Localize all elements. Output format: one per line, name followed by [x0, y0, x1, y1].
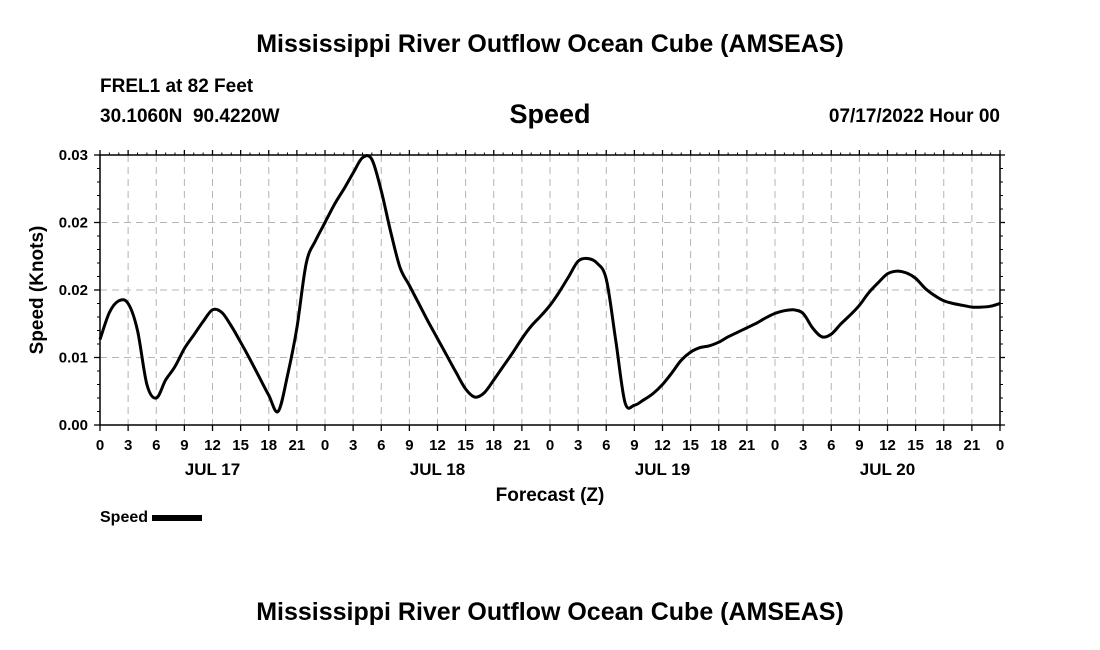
x-tick-label: 21	[739, 437, 756, 454]
date-label: JUL 19	[635, 460, 690, 479]
x-tick-label: 15	[232, 437, 249, 454]
x-tick-label: 6	[602, 437, 610, 454]
legend-label: Speed	[100, 509, 149, 526]
chart-title: Mississippi River Outflow Ocean Cube (AM…	[256, 30, 844, 58]
series-line-speed	[98, 154, 1001, 414]
x-tick-label: 9	[405, 437, 413, 454]
x-tick-label: 18	[485, 437, 502, 454]
legend: Speed	[100, 509, 203, 527]
x-tick-label: 9	[180, 437, 188, 454]
x-tick-label: 12	[204, 437, 221, 454]
plot-frame	[99, 154, 1001, 426]
x-tick-label: 12	[879, 437, 896, 454]
x-tick-label: 3	[574, 437, 582, 454]
y-tick-label: 0.03	[59, 147, 88, 164]
date-label: JUL 18	[410, 460, 465, 479]
x-tick-label: 15	[907, 437, 924, 454]
y-tick-label: 0.02	[59, 282, 88, 299]
axis-ticks: 0 3 6 9 12 15 18 21 0 3 6 9 12 15 18 21 0 3 6 9 12 15 18 21 0 3 6 9…	[59, 147, 1005, 479]
x-tick-label: 21	[514, 437, 531, 454]
x-axis-label: Forecast (Z)	[496, 485, 605, 506]
station-label: FREL1 at 82 Feet	[100, 76, 254, 97]
x-tick-label: 0	[771, 437, 779, 454]
x-tick-label: 21	[964, 437, 981, 454]
series-layer	[98, 154, 1001, 414]
x-tick-label: 0	[96, 437, 104, 454]
y-tick-label: 0.00	[59, 417, 88, 434]
x-tick-label: 9	[630, 437, 638, 454]
x-tick-label: 6	[152, 437, 160, 454]
x-tick-label: 15	[682, 437, 699, 454]
y-axis-label: Speed (Knots)	[27, 226, 48, 355]
date-label: JUL 17	[185, 460, 240, 479]
y-tick-label: 0.02	[59, 215, 88, 232]
x-tick-label: 12	[654, 437, 671, 454]
plot-title: Speed	[509, 99, 591, 129]
x-tick-label: 3	[349, 437, 357, 454]
y-tick-label: 0.01	[59, 350, 88, 367]
x-tick-label: 6	[377, 437, 385, 454]
x-tick-label: 0	[321, 437, 329, 454]
x-tick-label: 18	[260, 437, 277, 454]
timestamp-label: 07/17/2022 Hour 00	[828, 106, 1000, 127]
coordinates-label: 30.1060N 90.4220W	[100, 106, 280, 127]
legend-swatch	[152, 515, 203, 521]
x-tick-label: 0	[546, 437, 554, 454]
x-tick-label: 0	[996, 437, 1004, 454]
date-label: JUL 20	[860, 460, 915, 479]
x-tick-label: 6	[827, 437, 835, 454]
x-tick-label: 21	[289, 437, 306, 454]
x-tick-label: 3	[799, 437, 807, 454]
grid	[100, 155, 1000, 425]
x-tick-label: 15	[457, 437, 474, 454]
x-tick-label: 18	[710, 437, 727, 454]
x-tick-label: 18	[935, 437, 952, 454]
x-tick-label: 12	[429, 437, 446, 454]
x-tick-label: 3	[124, 437, 132, 454]
footer-title: Mississippi River Outflow Ocean Cube (AM…	[256, 598, 844, 626]
x-tick-label: 9	[855, 437, 863, 454]
